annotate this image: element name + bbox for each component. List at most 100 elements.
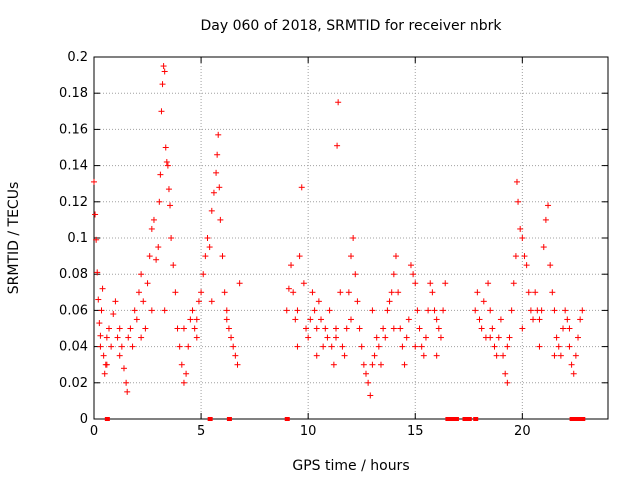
data-point	[352, 271, 359, 278]
data-point	[148, 307, 155, 314]
data-point	[373, 334, 380, 341]
data-point	[133, 316, 140, 323]
data-point	[311, 307, 318, 314]
data-point	[160, 63, 167, 70]
data-point	[288, 262, 295, 269]
data-point	[371, 352, 378, 359]
data-point	[95, 296, 102, 303]
data-point	[292, 316, 299, 323]
data-point	[118, 343, 125, 350]
data-point	[328, 343, 335, 350]
data-point	[168, 235, 175, 241]
data-point	[187, 316, 194, 323]
data-point	[551, 307, 558, 314]
zero-marker	[104, 417, 110, 421]
data-point	[403, 334, 410, 341]
data-point	[124, 388, 131, 395]
data-point	[350, 235, 357, 241]
data-point	[551, 352, 558, 359]
data-point	[230, 343, 237, 350]
data-point	[579, 307, 586, 314]
data-point	[405, 316, 412, 323]
y-tick-label: 0.02	[59, 376, 88, 391]
data-point	[412, 280, 419, 287]
data-point	[193, 316, 200, 323]
data-point	[97, 332, 104, 339]
data-point	[354, 298, 361, 305]
data-point	[422, 334, 429, 341]
zero-markers	[104, 417, 586, 421]
data-point	[547, 262, 554, 269]
data-point	[93, 236, 100, 243]
data-point	[172, 289, 179, 296]
data-point	[324, 334, 331, 341]
y-tick-label: 0.1	[67, 231, 88, 246]
data-point	[217, 216, 224, 223]
data-point	[116, 352, 123, 359]
data-point	[97, 343, 104, 350]
data-point	[180, 325, 187, 332]
data-point	[146, 253, 153, 260]
data-point	[155, 244, 162, 251]
data-point	[397, 325, 404, 332]
data-point	[105, 325, 112, 332]
data-point	[542, 216, 549, 223]
data-point	[487, 334, 494, 341]
zero-marker	[473, 417, 479, 421]
data-point	[536, 316, 543, 323]
data-point	[568, 361, 575, 368]
data-point	[159, 81, 166, 88]
data-point	[116, 325, 123, 332]
data-point	[305, 334, 312, 341]
data-point	[560, 325, 567, 332]
data-point	[510, 280, 517, 287]
data-point	[564, 316, 571, 323]
data-point	[138, 271, 145, 278]
data-point	[193, 334, 200, 341]
data-point	[382, 334, 389, 341]
data-point	[497, 316, 504, 323]
data-point	[521, 253, 528, 260]
data-point	[553, 334, 560, 341]
data-point	[341, 352, 348, 359]
data-point	[412, 343, 419, 350]
data-point	[527, 307, 534, 314]
data-point	[120, 365, 127, 372]
data-point	[191, 325, 198, 332]
zero-marker	[453, 417, 459, 421]
chart-title: Day 060 of 2018, SRMTID for receiver nbr…	[200, 18, 502, 34]
data-point	[348, 316, 354, 323]
data-point	[365, 379, 372, 386]
data-point	[300, 280, 307, 287]
y-tick-label: 0.08	[59, 267, 88, 282]
data-point	[476, 316, 483, 323]
data-points	[91, 63, 586, 399]
data-point	[213, 169, 220, 176]
data-point	[504, 343, 511, 350]
data-point	[313, 352, 320, 359]
data-point	[360, 361, 367, 368]
data-point	[525, 289, 532, 296]
data-point	[94, 269, 101, 276]
data-point	[431, 307, 438, 314]
data-point	[410, 271, 417, 278]
data-point	[566, 343, 573, 350]
data-point	[318, 316, 325, 323]
data-point	[512, 253, 519, 260]
data-point	[208, 298, 215, 305]
data-point	[375, 343, 382, 350]
data-point	[485, 280, 492, 287]
data-point	[98, 307, 105, 314]
data-point	[144, 280, 151, 287]
zero-marker	[207, 417, 213, 421]
data-point	[513, 178, 520, 185]
data-point	[129, 343, 136, 350]
data-point	[189, 307, 196, 314]
data-point	[215, 131, 222, 138]
data-point	[566, 325, 573, 332]
data-point	[326, 307, 333, 314]
data-point	[545, 202, 552, 209]
data-point	[523, 262, 530, 269]
data-point	[442, 280, 449, 287]
